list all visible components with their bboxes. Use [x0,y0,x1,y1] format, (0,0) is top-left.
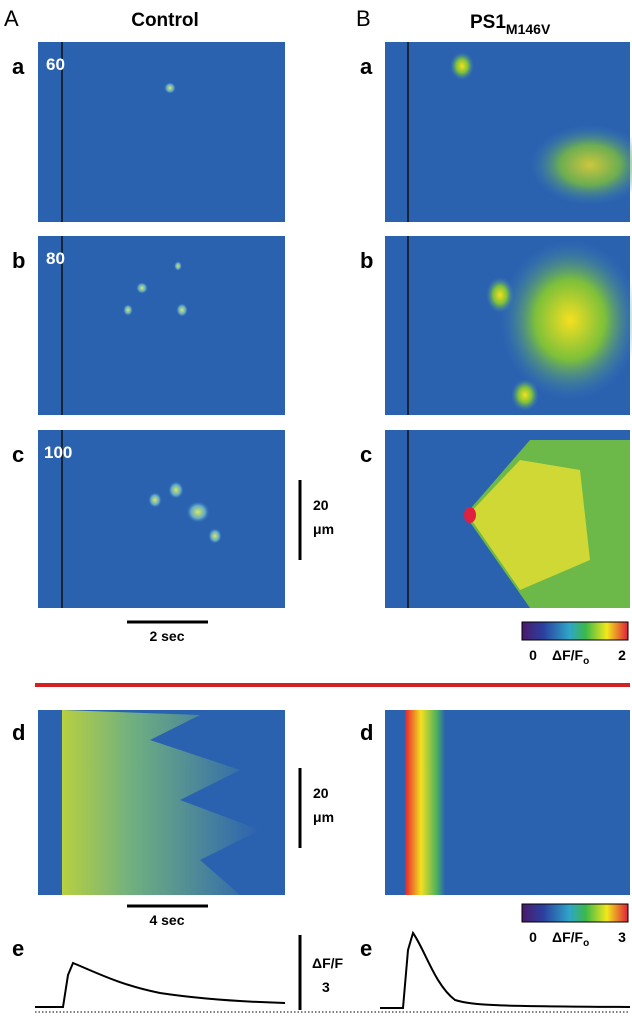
row-letter: d [360,720,373,745]
wave [530,125,632,205]
linescan-image [38,236,285,415]
scale-unit: μm [313,521,334,537]
title-text: PS1 [470,12,506,33]
row-letter: c [360,442,372,467]
title-subscript: M146V [506,21,551,37]
spark [174,261,182,271]
row-letter: b [12,248,25,273]
scale-label: ΔF/F [312,955,344,971]
control-images [38,42,285,608]
panel-label: A [4,6,19,31]
wave-core [468,460,590,590]
row-letter: a [12,54,25,79]
wave [405,710,445,895]
time-label: 2 sec [149,628,184,644]
spark [136,282,148,294]
linescan-image [38,430,285,608]
colorbar-label: ΔF/Fo [552,929,589,949]
spark [176,303,188,317]
colorbar-min: 0 [529,929,537,945]
wave [486,277,514,313]
row-letter: c [12,442,24,467]
wave [62,710,260,895]
spark [186,501,210,523]
time-label: 4 sec [149,912,184,928]
spark [164,82,176,94]
panel-title: Control [131,10,199,31]
row-letter: d [12,720,25,745]
spark [148,492,162,508]
colorbar [521,903,629,923]
stimulus: 80 [46,249,65,268]
row-letter: e [12,936,24,961]
colorbar [521,621,629,641]
wave [500,240,632,400]
scale-length: 20 [313,785,329,801]
stimulus: 100 [44,443,72,462]
label-text: ΔF/F [552,647,584,663]
colorbar-max: 3 [618,929,626,945]
spark [208,528,222,544]
trace [380,930,631,1009]
wave-origin [464,507,476,523]
row-letter: e [360,936,372,961]
trace [35,961,286,1008]
wave [450,52,474,80]
colorbar-max: 2 [618,647,626,663]
colorbar-label: ΔF/Fo [552,647,589,667]
label-subscript: o [583,938,589,949]
panel-label: B [356,6,371,31]
spark [168,481,184,499]
label-text: ΔF/F [552,929,584,945]
label-subscript: o [583,656,589,667]
scale-value: 3 [322,979,330,995]
panel-title: PS1M146V [470,12,551,37]
spark [123,304,133,316]
scale-unit: μm [313,809,334,825]
row-letter: b [360,248,373,273]
linescan-image [38,42,285,222]
stimulus: 60 [46,55,65,74]
scale-length: 20 [313,497,329,513]
ps1-images [385,42,632,608]
row-letter: a [360,54,373,79]
colorbar-min: 0 [529,647,537,663]
wave [511,379,539,411]
